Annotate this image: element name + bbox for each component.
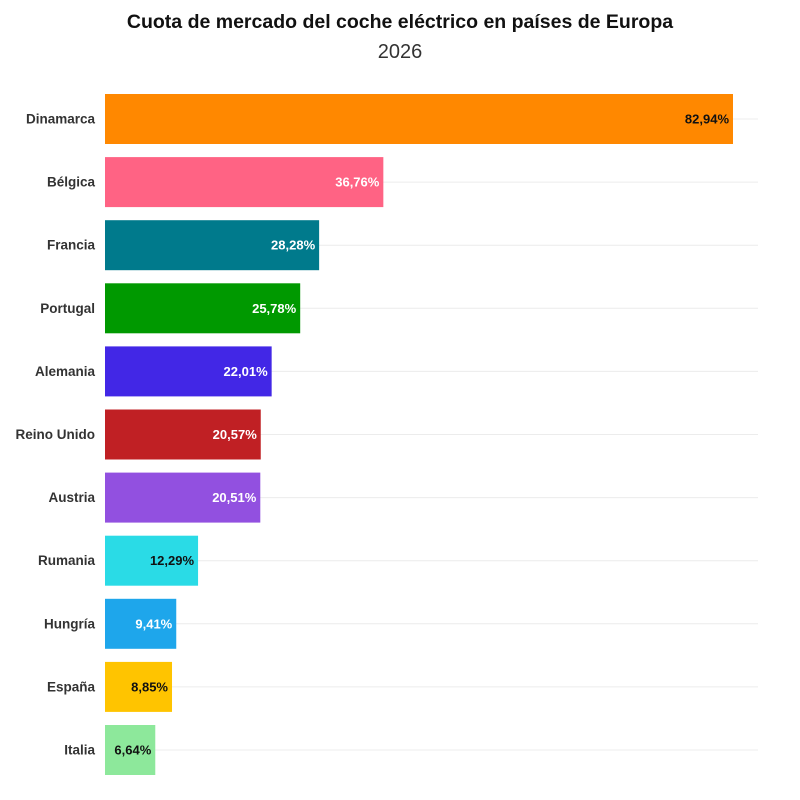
category-label: Bélgica — [47, 175, 96, 190]
bar-dinamarca — [105, 94, 733, 144]
chart-title: Cuota de mercado del coche eléctrico en … — [126, 11, 674, 33]
value-label: 22,01% — [224, 364, 269, 379]
value-label: 12,29% — [150, 553, 195, 568]
bar-portugal — [105, 283, 301, 334]
category-label: Francia — [47, 238, 96, 253]
category-labels: Dinamarca Bélgica Francia Portugal Alemania R… — [16, 112, 96, 758]
category-label: Rumania — [38, 553, 96, 568]
value-label: 9,41% — [135, 616, 172, 631]
bar-francia — [105, 220, 320, 271]
category-label: Dinamarca — [26, 112, 96, 127]
category-label: Reino Unido — [16, 427, 96, 442]
value-label: 6,64% — [114, 743, 151, 758]
category-label: Alemania — [35, 364, 96, 379]
bar-reino-unido — [105, 409, 261, 460]
bar-alemania — [105, 346, 272, 397]
bar-hungría — [105, 598, 177, 649]
bar-austria — [105, 472, 261, 523]
value-label: 25,78% — [252, 301, 297, 316]
bars — [105, 94, 733, 775]
bar-italia — [105, 725, 156, 775]
chart-subtitle: 2026 — [377, 41, 423, 63]
category-label: Portugal — [40, 301, 95, 316]
bar-españa — [105, 661, 173, 712]
category-label: Austria — [48, 490, 95, 505]
value-labels: 82,94% 36,76% 28,28% 25,78% 22,01% 20,57% 20,5… — [114, 112, 729, 758]
value-label: 20,57% — [213, 427, 258, 442]
category-label: España — [47, 679, 96, 694]
value-label: 8,85% — [131, 679, 168, 694]
value-label: 82,94% — [685, 112, 730, 127]
category-label: Italia — [64, 743, 95, 758]
value-label: 20,51% — [212, 490, 257, 505]
bar-bélgica — [105, 157, 384, 208]
value-label: 28,28% — [271, 238, 316, 253]
bar-rumania — [105, 535, 199, 586]
value-label: 36,76% — [335, 175, 380, 190]
category-label: Hungría — [44, 616, 95, 631]
